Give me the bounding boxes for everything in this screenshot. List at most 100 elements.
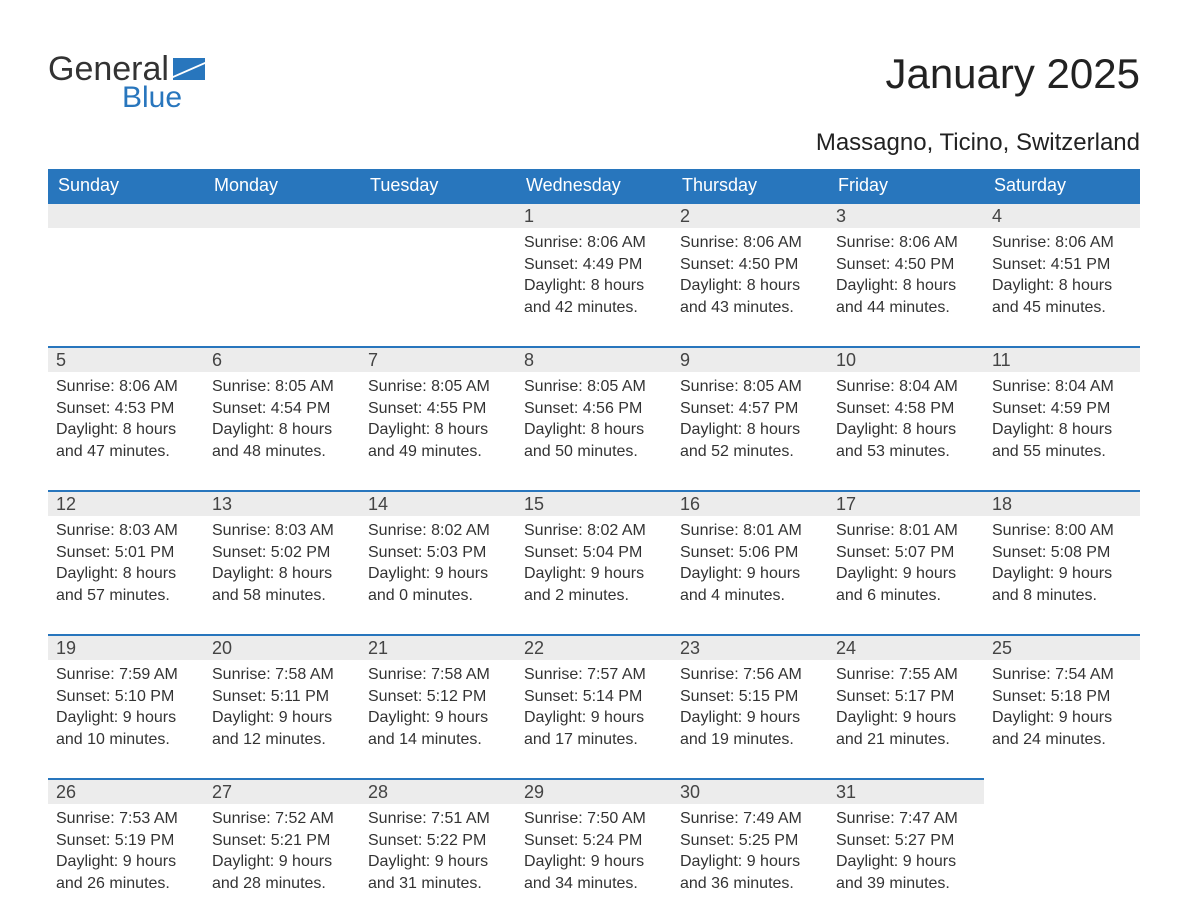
calendar-cell: 18Sunrise: 8:00 AMSunset: 5:08 PMDayligh…: [984, 490, 1140, 634]
day-details: Sunrise: 7:53 AMSunset: 5:19 PMDaylight:…: [48, 804, 204, 894]
sunset-text: Sunset: 4:49 PM: [524, 254, 664, 276]
daylight-line2: and 21 minutes.: [836, 729, 976, 751]
daylight-line2: and 45 minutes.: [992, 297, 1132, 319]
calendar-cell: 12Sunrise: 8:03 AMSunset: 5:01 PMDayligh…: [48, 490, 204, 634]
sunrise-text: Sunrise: 8:01 AM: [680, 520, 820, 542]
day-details: Sunrise: 8:04 AMSunset: 4:58 PMDaylight:…: [828, 372, 984, 462]
day-details: Sunrise: 7:51 AMSunset: 5:22 PMDaylight:…: [360, 804, 516, 894]
daylight-line2: and 39 minutes.: [836, 873, 976, 895]
calendar-cell: 2Sunrise: 8:06 AMSunset: 4:50 PMDaylight…: [672, 202, 828, 346]
daylight-line1: Daylight: 8 hours: [212, 563, 352, 585]
weekday-header: Thursday: [672, 169, 828, 202]
sunrise-text: Sunrise: 8:04 AM: [992, 376, 1132, 398]
empty-day-bar: [204, 202, 360, 228]
daylight-line1: Daylight: 9 hours: [368, 707, 508, 729]
day-number: 29: [516, 778, 672, 804]
sunrise-text: Sunrise: 8:05 AM: [212, 376, 352, 398]
daylight-line1: Daylight: 9 hours: [992, 563, 1132, 585]
header: General Blue January 2025: [48, 50, 1140, 115]
location-text: Massagno, Ticino, Switzerland: [48, 129, 1140, 157]
day-details: Sunrise: 8:00 AMSunset: 5:08 PMDaylight:…: [984, 516, 1140, 606]
calendar-head: SundayMondayTuesdayWednesdayThursdayFrid…: [48, 169, 1140, 202]
day-details: Sunrise: 8:02 AMSunset: 5:04 PMDaylight:…: [516, 516, 672, 606]
daylight-line2: and 34 minutes.: [524, 873, 664, 895]
daylight-line2: and 52 minutes.: [680, 441, 820, 463]
sunrise-text: Sunrise: 7:47 AM: [836, 808, 976, 830]
daylight-line1: Daylight: 9 hours: [56, 851, 196, 873]
day-details: Sunrise: 7:49 AMSunset: 5:25 PMDaylight:…: [672, 804, 828, 894]
daylight-line1: Daylight: 9 hours: [212, 707, 352, 729]
daylight-line2: and 17 minutes.: [524, 729, 664, 751]
day-number: 12: [48, 490, 204, 516]
sunset-text: Sunset: 5:07 PM: [836, 542, 976, 564]
day-number: 21: [360, 634, 516, 660]
daylight-line2: and 14 minutes.: [368, 729, 508, 751]
calendar-cell: 29Sunrise: 7:50 AMSunset: 5:24 PMDayligh…: [516, 778, 672, 922]
calendar-cell: 31Sunrise: 7:47 AMSunset: 5:27 PMDayligh…: [828, 778, 984, 922]
day-number: 3: [828, 202, 984, 228]
weekday-header: Tuesday: [360, 169, 516, 202]
logo-blue-text: Blue: [122, 81, 205, 115]
sunrise-text: Sunrise: 8:04 AM: [836, 376, 976, 398]
sunset-text: Sunset: 5:17 PM: [836, 686, 976, 708]
daylight-line1: Daylight: 9 hours: [836, 851, 976, 873]
daylight-line1: Daylight: 9 hours: [524, 707, 664, 729]
calendar-cell: 11Sunrise: 8:04 AMSunset: 4:59 PMDayligh…: [984, 346, 1140, 490]
calendar-cell: 7Sunrise: 8:05 AMSunset: 4:55 PMDaylight…: [360, 346, 516, 490]
calendar-cell: 15Sunrise: 8:02 AMSunset: 5:04 PMDayligh…: [516, 490, 672, 634]
calendar-cell: 27Sunrise: 7:52 AMSunset: 5:21 PMDayligh…: [204, 778, 360, 922]
empty-day-bar: [360, 202, 516, 228]
sunset-text: Sunset: 5:04 PM: [524, 542, 664, 564]
sunrise-text: Sunrise: 8:05 AM: [680, 376, 820, 398]
calendar-week-row: 26Sunrise: 7:53 AMSunset: 5:19 PMDayligh…: [48, 778, 1140, 922]
day-number: 16: [672, 490, 828, 516]
title-wrap: January 2025: [885, 50, 1140, 98]
daylight-line2: and 49 minutes.: [368, 441, 508, 463]
day-details: Sunrise: 8:06 AMSunset: 4:50 PMDaylight:…: [672, 228, 828, 318]
sunrise-text: Sunrise: 8:05 AM: [524, 376, 664, 398]
calendar-cell: [48, 202, 204, 346]
sunset-text: Sunset: 5:03 PM: [368, 542, 508, 564]
day-number: 15: [516, 490, 672, 516]
calendar-cell: 13Sunrise: 8:03 AMSunset: 5:02 PMDayligh…: [204, 490, 360, 634]
sunrise-text: Sunrise: 7:52 AM: [212, 808, 352, 830]
sunset-text: Sunset: 4:54 PM: [212, 398, 352, 420]
day-details: Sunrise: 7:58 AMSunset: 5:12 PMDaylight:…: [360, 660, 516, 750]
day-number: 17: [828, 490, 984, 516]
calendar-body: 1Sunrise: 8:06 AMSunset: 4:49 PMDaylight…: [48, 202, 1140, 922]
daylight-line1: Daylight: 8 hours: [836, 275, 976, 297]
sunset-text: Sunset: 4:57 PM: [680, 398, 820, 420]
daylight-line1: Daylight: 8 hours: [680, 275, 820, 297]
daylight-line1: Daylight: 9 hours: [524, 851, 664, 873]
daylight-line2: and 36 minutes.: [680, 873, 820, 895]
daylight-line1: Daylight: 8 hours: [56, 419, 196, 441]
logo: General Blue: [48, 50, 205, 115]
logo-flag-icon: [173, 58, 205, 80]
sunrise-text: Sunrise: 7:49 AM: [680, 808, 820, 830]
day-number: 1: [516, 202, 672, 228]
sunrise-text: Sunrise: 8:02 AM: [368, 520, 508, 542]
sunrise-text: Sunrise: 7:58 AM: [212, 664, 352, 686]
daylight-line2: and 24 minutes.: [992, 729, 1132, 751]
daylight-line1: Daylight: 8 hours: [368, 419, 508, 441]
day-details: Sunrise: 7:58 AMSunset: 5:11 PMDaylight:…: [204, 660, 360, 750]
calendar-cell: 25Sunrise: 7:54 AMSunset: 5:18 PMDayligh…: [984, 634, 1140, 778]
day-number: 8: [516, 346, 672, 372]
calendar-cell: 26Sunrise: 7:53 AMSunset: 5:19 PMDayligh…: [48, 778, 204, 922]
day-details: Sunrise: 8:01 AMSunset: 5:06 PMDaylight:…: [672, 516, 828, 606]
sunrise-text: Sunrise: 7:53 AM: [56, 808, 196, 830]
sunset-text: Sunset: 5:22 PM: [368, 830, 508, 852]
daylight-line1: Daylight: 9 hours: [56, 707, 196, 729]
daylight-line2: and 57 minutes.: [56, 585, 196, 607]
sunrise-text: Sunrise: 7:54 AM: [992, 664, 1132, 686]
day-details: Sunrise: 7:47 AMSunset: 5:27 PMDaylight:…: [828, 804, 984, 894]
day-number: 30: [672, 778, 828, 804]
calendar-cell: 3Sunrise: 8:06 AMSunset: 4:50 PMDaylight…: [828, 202, 984, 346]
calendar-cell: 30Sunrise: 7:49 AMSunset: 5:25 PMDayligh…: [672, 778, 828, 922]
sunset-text: Sunset: 4:55 PM: [368, 398, 508, 420]
weekday-header: Sunday: [48, 169, 204, 202]
weekday-header: Saturday: [984, 169, 1140, 202]
sunset-text: Sunset: 5:24 PM: [524, 830, 664, 852]
day-number: 18: [984, 490, 1140, 516]
calendar-cell: 22Sunrise: 7:57 AMSunset: 5:14 PMDayligh…: [516, 634, 672, 778]
